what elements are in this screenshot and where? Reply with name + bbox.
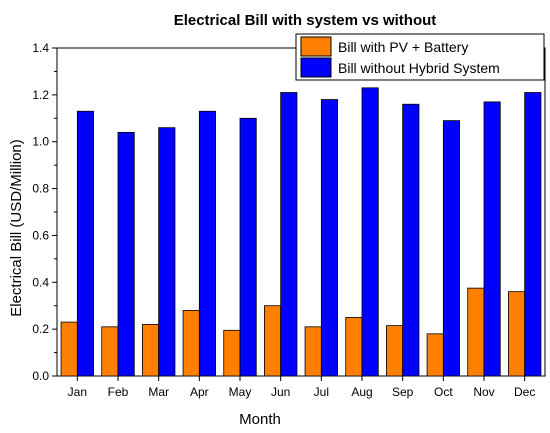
bar-pv-battery-dec	[507, 291, 526, 377]
bar-without-hybrid-aug	[361, 87, 379, 377]
bar-pv-battery-sep	[385, 325, 404, 377]
x-tick-label-oct: Oct	[434, 385, 453, 399]
x-tick-label-jan: Jan	[68, 385, 87, 399]
x-tick-label-sep: Sep	[392, 385, 414, 399]
x-axis-title: Month	[239, 411, 281, 428]
y-tick-label-6: 1.2	[32, 88, 49, 102]
bar-without-hybrid-jan	[76, 110, 95, 377]
y-tick-label-4: 0.8	[32, 182, 49, 196]
bar-pv-battery-feb	[101, 326, 119, 377]
x-tick-label-nov: Nov	[473, 385, 494, 399]
legend-box	[295, 33, 545, 81]
bar-without-hybrid-sep	[402, 103, 420, 377]
bar-pv-battery-mar	[141, 324, 160, 377]
bar-without-hybrid-feb	[117, 131, 135, 377]
bars-group	[60, 87, 542, 377]
x-tick-label-apr: Apr	[190, 385, 209, 399]
bar-pv-battery-jun	[263, 305, 282, 377]
x-axis: Jan Feb Mar Apr May Jun Jul Aug Sep Oct Nov Dec	[68, 376, 535, 399]
y-axis-title: Electrical Bill (USD/Million)	[8, 139, 25, 317]
bar-without-hybrid-nov	[483, 101, 501, 377]
bar-pv-battery-jan	[60, 321, 78, 377]
legend-label-without-hybrid: Bill without Hybrid System	[338, 60, 500, 76]
y-tick-label-2: 0.4	[32, 275, 49, 289]
y-axis: 0.0 0.2 0.4 0.6 0.8 1.0 1.2 1.4	[32, 41, 57, 383]
bar-without-hybrid-dec	[524, 92, 542, 377]
legend: Bill with PV + Battery Bill without Hybr…	[295, 33, 545, 81]
x-tick-label-jun: Jun	[271, 385, 290, 399]
bar-without-hybrid-oct	[442, 120, 460, 377]
x-tick-label-mar: Mar	[148, 385, 169, 399]
legend-swatch-without-hybrid	[300, 57, 332, 78]
x-tick-label-feb: Feb	[108, 385, 129, 399]
x-tick-label-aug: Aug	[351, 385, 372, 399]
bar-without-hybrid-mar	[158, 127, 176, 377]
x-tick-label-jul: Jul	[314, 385, 329, 399]
bar-pv-battery-oct	[426, 333, 444, 377]
y-tick-label-0: 0.0	[32, 369, 49, 383]
bar-without-hybrid-jul	[320, 99, 338, 377]
x-tick-label-dec: Dec	[514, 385, 535, 399]
y-tick-label-1: 0.2	[32, 322, 49, 336]
bar-pv-battery-nov	[467, 287, 485, 377]
x-tick-label-may: May	[229, 385, 252, 399]
y-tick-label-7: 1.4	[32, 41, 49, 55]
bar-pv-battery-apr	[182, 309, 200, 377]
y-tick-label-5: 1.0	[32, 135, 49, 149]
bar-pv-battery-may	[223, 329, 241, 377]
chart-title: Electrical Bill with system vs without	[174, 12, 437, 29]
y-tick-label-3: 0.6	[32, 228, 49, 242]
legend-label-pv-battery: Bill with PV + Battery	[338, 39, 468, 55]
legend-swatch-pv-battery	[300, 36, 332, 57]
bar-without-hybrid-jun	[280, 92, 298, 377]
bar-pv-battery-aug	[345, 317, 363, 377]
bar-without-hybrid-may	[239, 117, 257, 377]
bar-without-hybrid-apr	[198, 110, 217, 377]
bar-pv-battery-jul	[304, 326, 322, 377]
